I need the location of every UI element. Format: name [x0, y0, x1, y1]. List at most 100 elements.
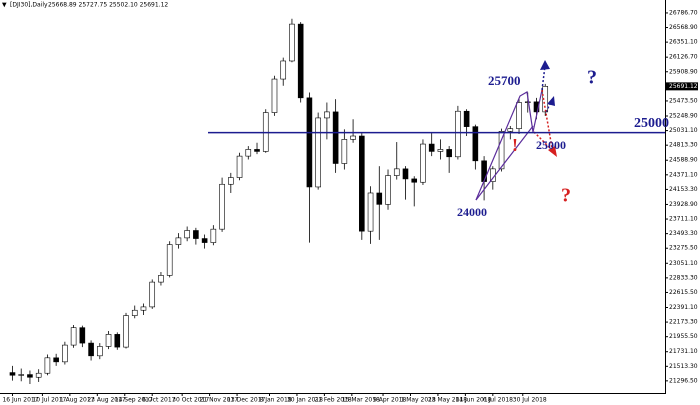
x-tick-label: 16 Jun 2017	[2, 397, 38, 404]
annotation: ?	[561, 185, 571, 207]
candle-body	[70, 327, 77, 346]
candle-body	[498, 131, 505, 170]
candle-body	[210, 228, 217, 243]
candle-body	[123, 315, 129, 348]
y-tick-label: 26786.70	[669, 9, 698, 16]
candle-body	[437, 149, 444, 152]
candle-body	[62, 344, 68, 363]
y-tick-label: 23275.50	[669, 245, 698, 252]
header-symbol: [DJI30],Daily	[10, 2, 48, 9]
candle-body	[201, 238, 208, 243]
x-tick-label: 9 Apr 2018	[373, 397, 406, 404]
x-tick-label: 14 Jun 2018	[455, 397, 491, 404]
y-tick-label: 22173.30	[669, 319, 698, 326]
y-tick-label: 22615.50	[669, 289, 698, 296]
x-tick-label: 13 Dec 2017	[227, 397, 266, 404]
x-tick-label: 21 Nov 2017	[200, 397, 239, 404]
candle-body	[332, 111, 339, 164]
annotation: 24000	[457, 205, 487, 219]
candle-body	[463, 110, 470, 127]
y-tick-label: 23493.30	[669, 230, 698, 237]
candle-body	[359, 135, 365, 232]
y-tick-label: 26126.70	[669, 54, 698, 61]
candle-body	[402, 168, 409, 180]
annotation: 25700	[488, 73, 521, 88]
y-tick-label: 23051.10	[669, 260, 698, 267]
candle-body	[88, 342, 94, 357]
arrow-head	[548, 146, 557, 157]
candle-body	[542, 86, 549, 113]
arrow-line	[533, 131, 553, 151]
candle-body	[376, 192, 383, 205]
arrow-line	[541, 65, 546, 91]
y-tick-label: 21731.10	[669, 348, 698, 355]
candle-body	[236, 155, 243, 178]
candle-body	[44, 357, 51, 374]
candle-body	[341, 139, 348, 164]
candle-body	[315, 117, 321, 188]
x-tick-label: 8 Jan 2018	[259, 397, 291, 404]
annotation: !	[512, 135, 518, 155]
candle-body	[271, 78, 278, 113]
candle-body	[140, 306, 147, 311]
candle-body	[481, 160, 487, 182]
candle-body	[27, 374, 33, 378]
header-arrow: ▼	[2, 2, 7, 9]
candle-body	[131, 309, 138, 316]
arrow-line	[541, 89, 553, 149]
candle-body	[35, 372, 42, 378]
candle-body	[420, 143, 426, 183]
header-ohlc: 25668.89 25727.75 25502.10 25691.12	[48, 2, 168, 9]
candle-body	[114, 334, 121, 348]
y-tick-label: 21296.50	[669, 377, 698, 384]
candle-body	[149, 281, 156, 308]
candle-body	[166, 244, 173, 276]
candle-body	[53, 357, 59, 363]
x-tick-label: 30 Jan 2018	[287, 397, 323, 404]
candle-body	[245, 149, 252, 157]
y-tick-label: 26351.10	[669, 39, 698, 46]
y-tick-label: 24153.30	[669, 186, 698, 193]
y-tick-label: 25908.90	[669, 68, 698, 75]
y-tick-label: 24813.30	[669, 142, 698, 149]
candle-body	[254, 149, 260, 152]
candle-body	[411, 178, 418, 183]
x-tick-label: 14 Sep 2017	[115, 397, 153, 404]
candle-body	[289, 23, 295, 62]
y-tick-label: 25248.90	[669, 112, 698, 119]
x-tick-label: 21 Feb 2018	[314, 397, 352, 404]
y-tick-label: 22391.10	[669, 304, 698, 311]
candle-body	[455, 110, 461, 158]
wave-line	[475, 125, 534, 201]
candle-body	[350, 135, 356, 140]
x-tick-label: 15 Mar 2018	[342, 397, 380, 404]
x-tick-label: 23 May 2018	[428, 397, 467, 404]
arrow-head	[547, 96, 555, 106]
x-tick-label: 23 Aug 2017	[87, 397, 126, 404]
x-tick-label: 30 Jul 2018	[513, 397, 547, 404]
y-tick-label: 25031.10	[669, 127, 698, 134]
wave-line	[475, 89, 543, 201]
annotation: ?	[587, 67, 597, 89]
candle-body	[105, 334, 112, 347]
candle-body	[393, 168, 400, 176]
arrow-head	[540, 60, 550, 70]
y-tick-label: 21513.30	[669, 363, 698, 370]
candle-body	[324, 111, 330, 119]
y-tick-label: 24588.90	[669, 157, 698, 164]
x-tick-label: 30 Oct 2017	[172, 397, 209, 404]
wave-annotation	[475, 60, 557, 201]
x-tick-label: 6 Jul 2018	[483, 397, 513, 404]
price-tag-label: 25691.12	[669, 83, 698, 90]
price-tag-box	[666, 82, 698, 91]
x-tick-label: 1 May 2018	[400, 397, 435, 404]
candle-body	[18, 374, 25, 376]
y-tick-label: 21955.50	[669, 333, 698, 340]
candle-body	[175, 237, 182, 245]
y-tick-label: 25473.50	[669, 97, 698, 104]
candle-body	[193, 230, 199, 239]
level-label: 25000	[634, 116, 669, 131]
candle-body	[446, 149, 452, 158]
candle-body	[97, 346, 103, 357]
